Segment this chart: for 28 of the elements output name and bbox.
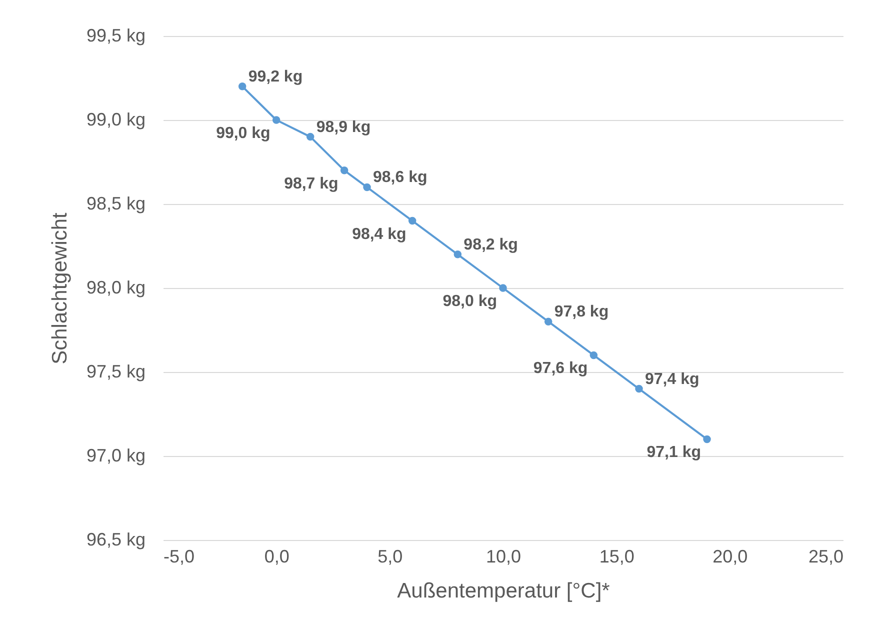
data-label: 98,4 kg bbox=[352, 226, 406, 243]
data-label: 97,4 kg bbox=[645, 370, 700, 388]
x-tick-label: 20,0 bbox=[712, 546, 748, 566]
data-label: 97,8 kg bbox=[554, 304, 609, 321]
x-axis-title: Außentemperatur [°C]* bbox=[397, 580, 610, 602]
x-tick-label: 25,0 bbox=[808, 546, 844, 566]
data-label: 98,0 kg bbox=[442, 293, 497, 310]
y-tick-label: 97,5 kg bbox=[86, 362, 146, 382]
x-tick-label: 0,0 bbox=[264, 546, 290, 566]
x-tick-label: 15,0 bbox=[599, 546, 634, 566]
y-tick-label: 96,5 kg bbox=[86, 530, 146, 550]
y-axis-title: Schlachtgewicht bbox=[48, 212, 72, 364]
x-tick-label: 10,0 bbox=[486, 546, 522, 566]
y-tick-label: 97,0 kg bbox=[86, 446, 146, 466]
data-label: 99,2 kg bbox=[248, 68, 303, 86]
x-tick-label: -5,0 bbox=[164, 546, 195, 566]
data-label: 97,1 kg bbox=[646, 444, 701, 462]
data-label: 98,9 kg bbox=[316, 118, 371, 136]
y-tick-label: 98,0 kg bbox=[86, 278, 146, 298]
y-tick-label: 99,5 kg bbox=[86, 26, 146, 46]
data-label: 99,0 kg bbox=[216, 125, 270, 142]
data-label: 98,2 kg bbox=[464, 236, 518, 254]
x-tick-label: 5,0 bbox=[378, 546, 403, 566]
data-label: 97,6 kg bbox=[533, 360, 588, 378]
y-tick-label: 98,5 kg bbox=[86, 194, 146, 214]
data-label: 98,7 kg bbox=[284, 175, 338, 192]
data-label: 98,6 kg bbox=[373, 169, 428, 186]
y-tick-label: 99,0 kg bbox=[86, 110, 146, 130]
